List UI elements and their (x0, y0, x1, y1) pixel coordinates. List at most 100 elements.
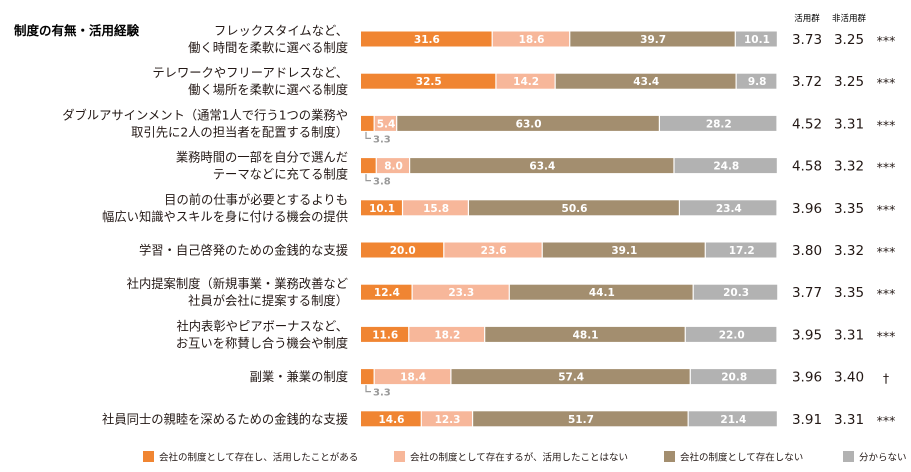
chart-row: 副業・兼業の制度 18.4 57.4 20.8 3.3 3.96 3.40 † (250, 369, 889, 399)
data-label: 23.6 (481, 245, 507, 257)
significance-mark: *** (877, 117, 896, 132)
used-group-score: 3.95 (792, 327, 822, 343)
bar-segment (361, 31, 492, 47)
data-label: 51.7 (568, 414, 594, 426)
bar-segment (361, 369, 374, 385)
significance-mark: *** (877, 328, 896, 343)
bar-segment (397, 115, 659, 131)
data-label: 17.2 (729, 245, 755, 257)
bar-segment (403, 200, 468, 216)
used-group-score: 3.91 (792, 412, 822, 428)
data-label: 14.6 (378, 414, 404, 426)
data-label: 10.1 (369, 203, 395, 215)
category-label-line: フレックスタイムなど、 (214, 24, 348, 38)
bar-segment (735, 31, 777, 47)
used-group-score: 3.73 (792, 32, 822, 48)
data-label: 57.4 (558, 372, 584, 384)
data-label: 21.4 (720, 414, 746, 426)
category-label-line: お互いを称賛し合う機会や制度 (176, 335, 348, 350)
unused-group-score: 3.32 (834, 243, 864, 259)
chart-row: テレワークやフリーアドレスなど、働く場所を柔軟に選べる制度 32.5 14.2 43.… (152, 66, 895, 97)
bar-segment (374, 369, 451, 385)
category-label-line: 幅広い知識やスキルを身に付ける機会の提供 (102, 209, 348, 224)
data-label: 9.8 (748, 76, 767, 88)
callout-leader (365, 131, 371, 139)
bar-segment (492, 31, 570, 47)
bar-segment (688, 411, 777, 427)
bar-segment (361, 73, 496, 89)
data-label: 39.7 (640, 34, 666, 46)
bar-segment (451, 369, 690, 385)
data-label: 50.6 (562, 203, 588, 215)
bar-segment (693, 284, 778, 300)
significance-mark: *** (877, 202, 896, 217)
chart-row: 業務時間の一部を自分で選んだテーマなどに充てる制度 8.0 63.4 24.8 3.8 4… (176, 150, 896, 188)
category-label: ダブルアサインメント（通常1人で行う1つの業務や取引先に2人の担当者を配置する制… (62, 107, 348, 139)
chart-row: 社員同士の親睦を深めるための金銭的な支援 14.6 12.3 51.7 21.4 3.91… (102, 411, 895, 428)
bar-segment (410, 158, 674, 174)
chart-row: フレックスタイムなど、働く時間を柔軟に選べる制度 31.6 18.6 39.7 10.1… (188, 24, 895, 55)
bar-segment (659, 115, 777, 131)
callout-leader (365, 385, 371, 393)
legend-item: 会社の制度として存在するが、活用したことはない (394, 451, 628, 464)
significance-mark: *** (877, 33, 896, 48)
used-group-score: 3.72 (792, 74, 822, 90)
data-label: 18.6 (519, 34, 545, 46)
unused-group-score: 3.31 (834, 327, 864, 343)
data-label: 18.2 (434, 329, 460, 341)
bar-segment (736, 73, 777, 89)
category-label-line: 目の前の仕事が必要とするよりも (164, 192, 348, 207)
data-label: 12.3 (435, 414, 461, 426)
significance-mark: *** (877, 413, 896, 428)
bar-segment (374, 115, 397, 131)
used-group-score: 3.96 (792, 201, 822, 217)
used-group-score: 4.52 (792, 116, 822, 132)
legend: 会社の制度として存在し、活用したことがある 会社の制度として存在するが、活用したこ… (143, 451, 907, 464)
significance-mark: *** (877, 75, 896, 90)
legend-item: 会社の制度として存在しない (664, 451, 803, 464)
callout-leader (365, 174, 371, 182)
bar-segment (509, 284, 693, 300)
data-label: 24.8 (713, 161, 739, 173)
bar-segment (409, 326, 485, 342)
unused-group-score: 3.31 (834, 116, 864, 132)
category-label-line: 働く時間を柔軟に選べる制度 (188, 40, 348, 55)
legend-label: 会社の制度として存在するが、活用したことはない (410, 452, 628, 464)
bar-segment (376, 158, 410, 174)
bar-segment (421, 411, 472, 427)
category-label: 副業・兼業の制度 (250, 369, 348, 384)
category-label-line: 社員が会社に提案する制度） (188, 293, 348, 308)
legend-label: 会社の制度として存在し、活用したことがある (159, 452, 358, 464)
unused-group-score: 3.35 (834, 201, 864, 217)
used-group-score: 3.77 (792, 285, 822, 301)
category-label-line: テレワークやフリーアドレスなど、 (152, 66, 348, 80)
bar-segment (361, 411, 421, 427)
header-unused-group: 非活用群 (832, 13, 867, 24)
bar-segment (496, 73, 555, 89)
used-group-score: 3.96 (792, 370, 822, 386)
significance-mark: *** (877, 286, 896, 301)
bar-segment (570, 31, 735, 47)
category-label-line: 学習・自己啓発のための金銭的な支援 (139, 243, 348, 258)
category-label-line: 副業・兼業の制度 (250, 369, 348, 384)
bar-segment (705, 242, 777, 258)
bar-segment (542, 242, 705, 258)
bar-segment (361, 200, 402, 216)
data-label: 22.0 (719, 329, 745, 341)
callout-label: 3.3 (373, 388, 391, 399)
chart-row: 目の前の仕事が必要とするよりも幅広い知識やスキルを身に付ける機会の提供 10.1 1… (102, 192, 895, 224)
legend-item: 会社の制度として存在し、活用したことがある (143, 451, 358, 464)
category-label-line: ダブルアサインメント（通常1人で行う1つの業務や (62, 107, 348, 122)
chart-rows: フレックスタイムなど、働く時間を柔軟に選べる制度 31.6 18.6 39.7 10.1… (62, 24, 895, 428)
data-label: 20.0 (390, 245, 416, 257)
bar-segment (690, 369, 777, 385)
chart-row: 社内表彰やピアボーナスなど、お互いを称賛し合う機会や制度 11.6 18.2 48.1… (176, 318, 896, 350)
bar-segment (361, 326, 409, 342)
legend-swatch (843, 451, 854, 462)
callout-label: 3.3 (373, 134, 391, 145)
unused-group-score: 3.25 (834, 74, 864, 90)
legend-item: 分からない (843, 451, 907, 464)
bar-segment (361, 284, 412, 300)
unused-group-score: 3.35 (834, 285, 864, 301)
